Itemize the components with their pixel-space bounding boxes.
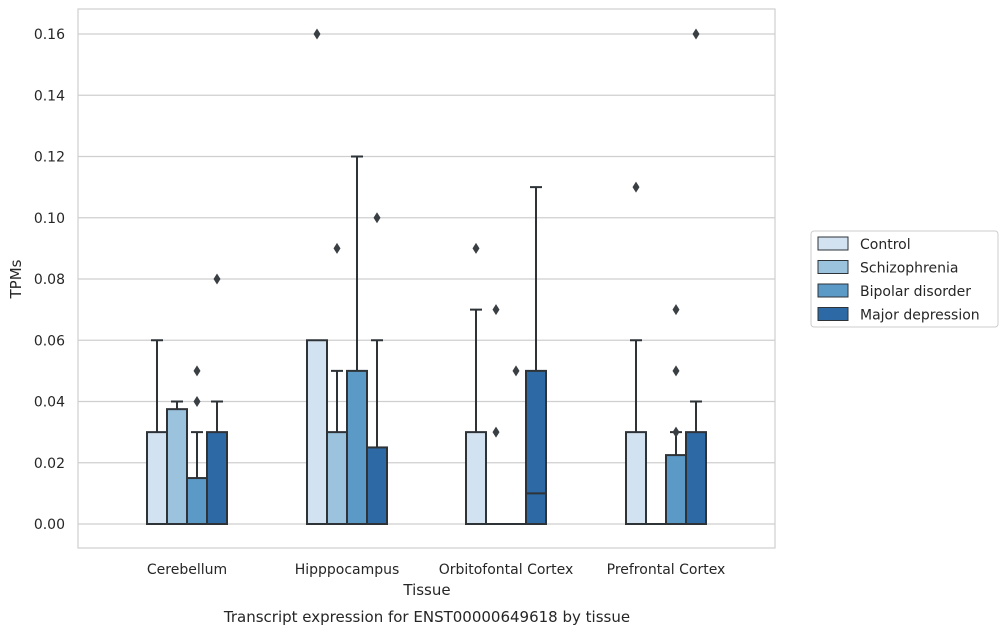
y-tick-label: 0.08	[34, 272, 65, 288]
box-body	[206, 431, 228, 525]
legend-swatch	[817, 260, 849, 274]
box-2-3	[665, 304, 687, 525]
box-1-0	[166, 400, 188, 525]
y-tick-label: 0.14	[34, 88, 65, 104]
plot-frame	[77, 8, 776, 549]
legend-label: Major depression	[860, 308, 980, 324]
x-axis-label: Tissue	[402, 581, 450, 599]
y-tick-label: 0.04	[34, 395, 65, 411]
box-body	[665, 454, 687, 525]
y-tick-label: 0.16	[34, 27, 65, 43]
y-tick-label: 0.06	[34, 333, 65, 349]
box-1-2	[486, 304, 506, 525]
outlier-point	[193, 396, 201, 407]
y-tick-label: 0.12	[34, 150, 65, 166]
x-tick-label: Cerebellum	[147, 562, 227, 578]
box-3-0	[206, 273, 228, 525]
legend-label: Schizophrenia	[860, 261, 958, 277]
box-body	[625, 431, 647, 525]
legend-frame	[810, 230, 999, 328]
legend-label: Bipolar disorder	[860, 284, 971, 300]
outlier-point	[313, 28, 321, 40]
outlier-point	[333, 242, 341, 254]
legend: Control Schizophrenia Bipolar disorder Majo…	[810, 230, 999, 328]
outlier-point	[672, 304, 680, 316]
x-tick-label: Prefrontal Cortex	[607, 562, 726, 578]
outlier-point	[492, 426, 500, 438]
outlier-point	[632, 181, 640, 193]
box-body	[685, 431, 707, 525]
box-body	[146, 431, 168, 525]
box-body	[465, 431, 487, 525]
box-3-3	[685, 28, 707, 525]
box-0-0	[146, 339, 168, 525]
outlier-point	[373, 212, 381, 224]
y-tick-label: 0.10	[34, 211, 65, 227]
box-body	[346, 369, 368, 525]
box-2-0	[186, 365, 208, 525]
x-tick-label: Hipppocampus	[295, 562, 400, 578]
outlier-point	[672, 426, 680, 438]
box-1-1	[326, 242, 348, 525]
box-0-3	[625, 181, 647, 525]
axes: 0.00 0.02 0.04 0.06 0.08 0.10 0.12 0.14 0.16 Cere…	[34, 27, 726, 578]
box-body	[186, 477, 208, 525]
outlier-point	[512, 365, 520, 377]
box-body	[525, 369, 547, 525]
plot-border	[77, 8, 776, 549]
y-axis-label: TPMs	[7, 259, 25, 299]
legend-swatch	[817, 307, 849, 321]
outlier-point	[193, 365, 201, 377]
outlier-point	[692, 28, 700, 40]
box-2-2	[506, 365, 526, 525]
chart-caption: Transcript expression for ENST0000064961…	[223, 608, 630, 626]
box-body	[306, 339, 328, 525]
y-tick-label: 0.00	[34, 517, 65, 533]
outlier-point	[492, 304, 500, 316]
legend-swatch	[817, 236, 849, 251]
y-tick-label: 0.02	[34, 456, 65, 472]
box-body	[366, 446, 388, 525]
legend-label: Control	[860, 237, 911, 253]
boxes	[146, 28, 707, 525]
outlier-point	[472, 242, 480, 254]
box-body	[326, 431, 348, 525]
x-tick-label: Orbitofontal Cortex	[439, 562, 574, 578]
outlier-point	[213, 273, 221, 285]
legend-swatch	[817, 283, 849, 298]
outlier-point	[672, 365, 680, 377]
box-body	[166, 408, 188, 525]
box-3-2	[525, 186, 547, 525]
box-3-1	[366, 212, 388, 525]
box-0-2	[465, 242, 487, 525]
box-0-1	[306, 28, 328, 525]
